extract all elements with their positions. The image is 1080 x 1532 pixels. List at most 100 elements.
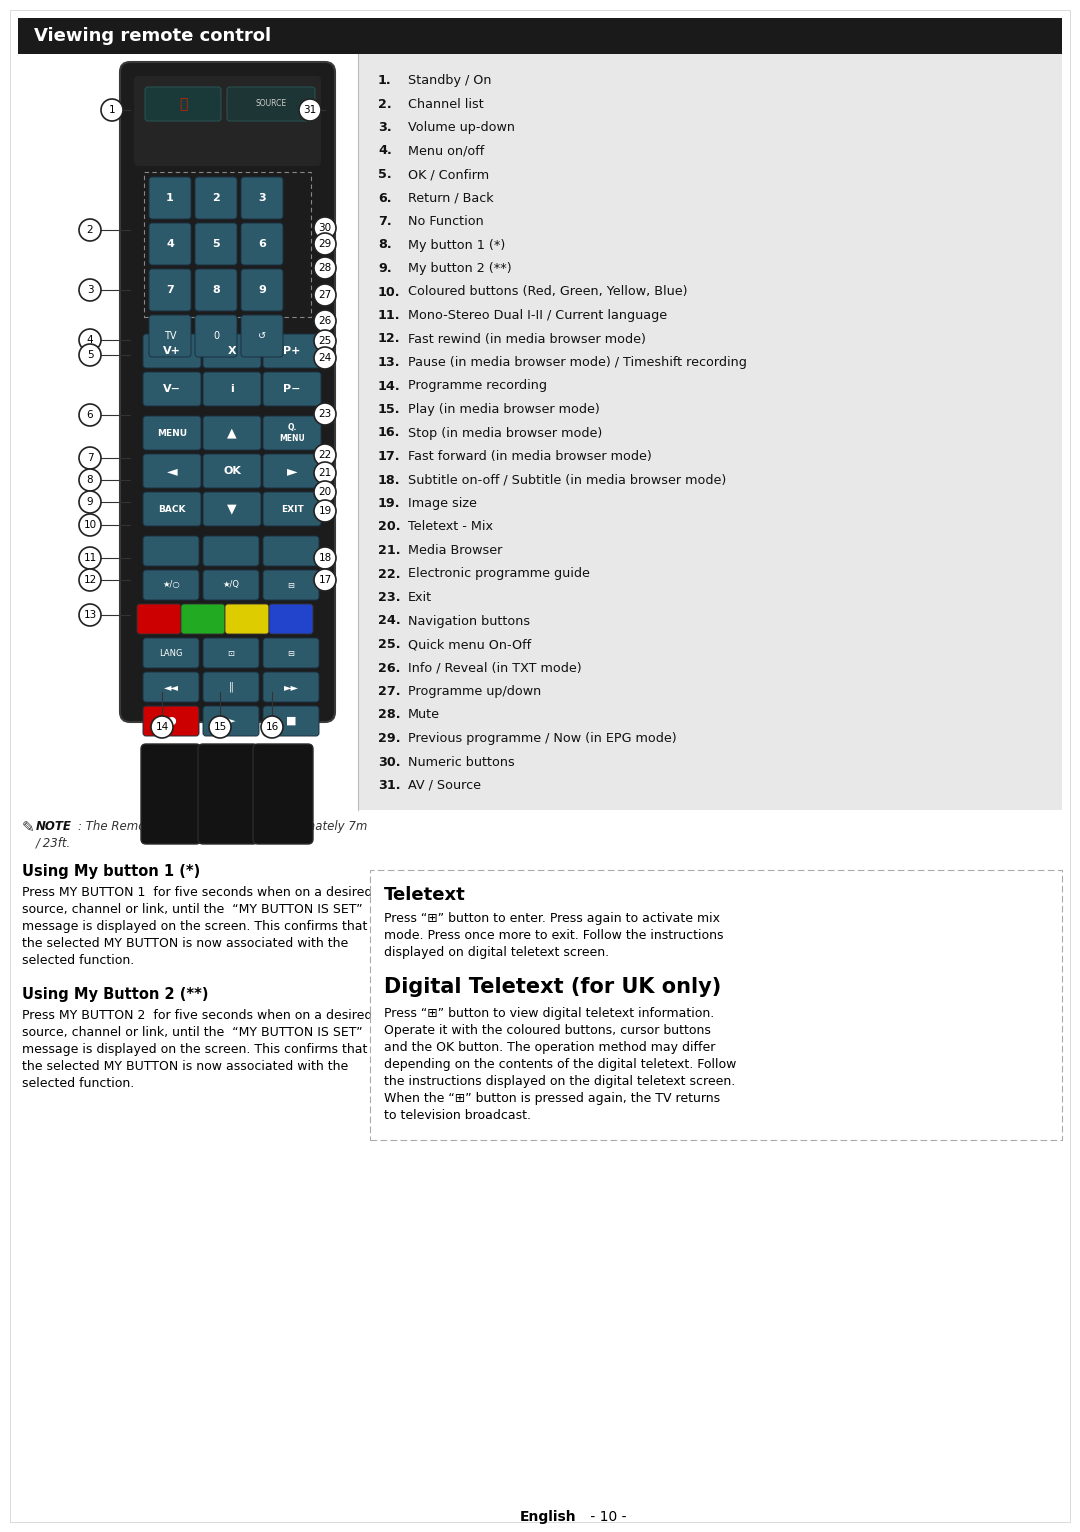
Text: displayed on digital teletext screen.: displayed on digital teletext screen. bbox=[384, 945, 609, 959]
Circle shape bbox=[79, 404, 102, 426]
Text: 29: 29 bbox=[319, 239, 332, 250]
Circle shape bbox=[79, 568, 102, 591]
Circle shape bbox=[210, 715, 231, 738]
Text: 29.: 29. bbox=[378, 732, 401, 745]
Text: 5: 5 bbox=[212, 239, 220, 250]
Text: Subtitle on-off / Subtitle (in media browser mode): Subtitle on-off / Subtitle (in media bro… bbox=[408, 473, 726, 487]
Text: Menu on/off: Menu on/off bbox=[408, 144, 484, 158]
FancyBboxPatch shape bbox=[195, 270, 237, 311]
Text: Exit: Exit bbox=[408, 591, 432, 604]
Text: 14: 14 bbox=[156, 722, 168, 732]
Circle shape bbox=[314, 463, 336, 484]
Text: 5.: 5. bbox=[378, 169, 392, 181]
FancyBboxPatch shape bbox=[203, 706, 259, 735]
Circle shape bbox=[102, 100, 123, 121]
Text: 8.: 8. bbox=[378, 239, 392, 251]
FancyBboxPatch shape bbox=[120, 61, 335, 722]
Text: Electronic programme guide: Electronic programme guide bbox=[408, 567, 590, 581]
Circle shape bbox=[79, 547, 102, 568]
FancyBboxPatch shape bbox=[195, 316, 237, 357]
FancyBboxPatch shape bbox=[149, 178, 191, 219]
Circle shape bbox=[79, 345, 102, 366]
Text: 2.: 2. bbox=[378, 98, 392, 110]
FancyBboxPatch shape bbox=[203, 334, 261, 368]
FancyBboxPatch shape bbox=[143, 334, 201, 368]
Text: Using My button 1 (*): Using My button 1 (*) bbox=[22, 864, 200, 879]
Text: Press “⊞” button to view digital teletext information.: Press “⊞” button to view digital teletex… bbox=[384, 1007, 714, 1020]
Circle shape bbox=[314, 329, 336, 352]
Text: selected function.: selected function. bbox=[22, 954, 134, 967]
Text: ►: ► bbox=[227, 715, 235, 726]
Text: 7.: 7. bbox=[378, 214, 392, 228]
Text: Teletext: Teletext bbox=[384, 885, 465, 904]
Text: ■: ■ bbox=[286, 715, 296, 726]
FancyBboxPatch shape bbox=[149, 316, 191, 357]
Text: 3: 3 bbox=[86, 285, 93, 296]
Text: P−: P− bbox=[283, 385, 300, 394]
Text: mode. Press once more to exit. Follow the instructions: mode. Press once more to exit. Follow th… bbox=[384, 928, 724, 942]
Text: Press MY BUTTON 2  for five seconds when on a desired: Press MY BUTTON 2 for five seconds when … bbox=[22, 1010, 373, 1022]
Text: 28.: 28. bbox=[378, 708, 401, 722]
Text: ‖: ‖ bbox=[229, 682, 233, 692]
Text: : The Remote Control range is approximately 7m: : The Remote Control range is approximat… bbox=[78, 820, 367, 833]
FancyBboxPatch shape bbox=[203, 417, 261, 450]
Text: Programme recording: Programme recording bbox=[408, 380, 546, 392]
FancyBboxPatch shape bbox=[203, 492, 261, 525]
Text: 3.: 3. bbox=[378, 121, 392, 133]
FancyBboxPatch shape bbox=[264, 492, 321, 525]
FancyBboxPatch shape bbox=[253, 745, 313, 844]
Text: Digital Teletext (for UK only): Digital Teletext (for UK only) bbox=[384, 977, 721, 997]
Text: EXIT: EXIT bbox=[281, 504, 303, 513]
Text: Pause (in media browser mode) / Timeshift recording: Pause (in media browser mode) / Timeshif… bbox=[408, 355, 747, 369]
Text: ◄◄: ◄◄ bbox=[163, 682, 178, 692]
FancyBboxPatch shape bbox=[145, 87, 221, 121]
Text: ✎: ✎ bbox=[22, 820, 35, 835]
FancyBboxPatch shape bbox=[264, 334, 321, 368]
Text: Teletext - Mix: Teletext - Mix bbox=[408, 521, 492, 533]
Text: 17.: 17. bbox=[378, 450, 401, 463]
Text: Mute: Mute bbox=[408, 708, 440, 722]
Text: source, channel or link, until the  “MY BUTTON IS SET”: source, channel or link, until the “MY B… bbox=[22, 1026, 363, 1039]
FancyBboxPatch shape bbox=[143, 536, 199, 565]
Text: message is displayed on the screen. This confirms that: message is displayed on the screen. This… bbox=[22, 1043, 367, 1056]
Text: ►: ► bbox=[286, 464, 297, 478]
FancyBboxPatch shape bbox=[264, 706, 319, 735]
Text: ⊟: ⊟ bbox=[287, 581, 295, 590]
Text: 9: 9 bbox=[258, 285, 266, 296]
FancyBboxPatch shape bbox=[203, 570, 259, 601]
FancyBboxPatch shape bbox=[264, 372, 321, 406]
Text: 17: 17 bbox=[319, 574, 332, 585]
Text: Volume up-down: Volume up-down bbox=[408, 121, 515, 133]
Text: 26: 26 bbox=[319, 316, 332, 326]
Text: Fast forward (in media browser mode): Fast forward (in media browser mode) bbox=[408, 450, 651, 463]
Text: 15.: 15. bbox=[378, 403, 401, 417]
Circle shape bbox=[261, 715, 283, 738]
Text: 6: 6 bbox=[258, 239, 266, 250]
Text: Media Browser: Media Browser bbox=[408, 544, 502, 558]
Circle shape bbox=[314, 547, 336, 568]
Text: Coloured buttons (Red, Green, Yellow, Blue): Coloured buttons (Red, Green, Yellow, Bl… bbox=[408, 285, 688, 299]
Text: X: X bbox=[228, 346, 237, 355]
Text: LANG: LANG bbox=[159, 648, 183, 657]
Text: 18.: 18. bbox=[378, 473, 401, 487]
Text: - 10 -: - 10 - bbox=[586, 1511, 626, 1524]
Text: 25.: 25. bbox=[378, 637, 401, 651]
Text: 11: 11 bbox=[83, 553, 96, 562]
FancyBboxPatch shape bbox=[264, 637, 319, 668]
Bar bbox=[144, 172, 311, 317]
Text: OK / Confirm: OK / Confirm bbox=[408, 169, 489, 181]
FancyBboxPatch shape bbox=[143, 706, 199, 735]
Text: 19.: 19. bbox=[378, 496, 401, 510]
Text: SOURCE: SOURCE bbox=[256, 100, 286, 109]
Text: 21: 21 bbox=[319, 467, 332, 478]
Text: Q.
MENU: Q. MENU bbox=[279, 423, 305, 443]
Circle shape bbox=[314, 348, 336, 369]
FancyBboxPatch shape bbox=[264, 536, 319, 565]
Text: MENU: MENU bbox=[157, 429, 187, 438]
Text: 18: 18 bbox=[319, 553, 332, 562]
Text: ★/○: ★/○ bbox=[162, 581, 179, 590]
FancyBboxPatch shape bbox=[181, 604, 225, 634]
Text: 16: 16 bbox=[266, 722, 279, 732]
Text: ●: ● bbox=[166, 715, 176, 726]
Text: Channel list: Channel list bbox=[408, 98, 484, 110]
